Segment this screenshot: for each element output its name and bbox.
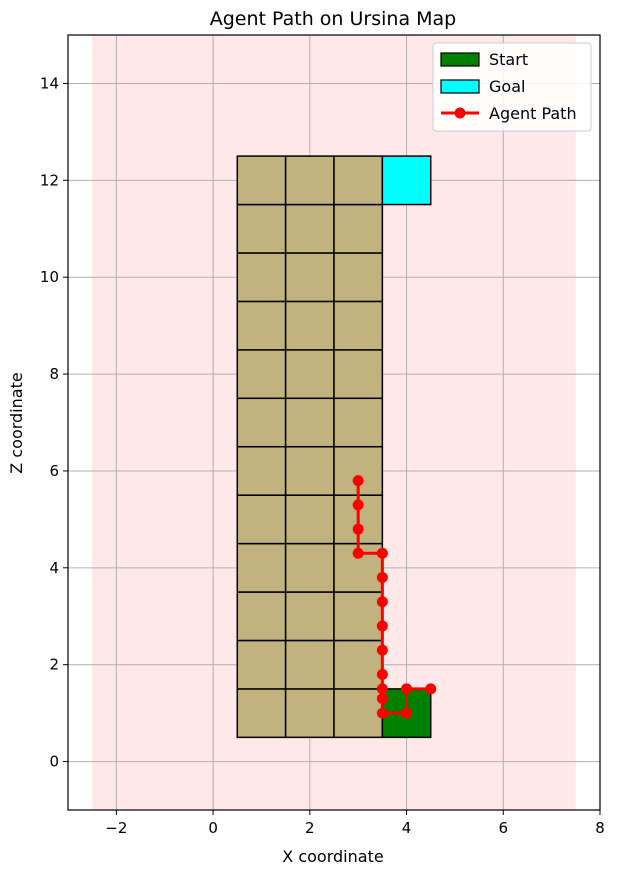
agent-path-point [376,693,388,705]
floor-tile [236,252,287,303]
y-tick-label: 4 [49,559,59,577]
agent-path-line [356,480,431,715]
floor-tile [333,203,384,254]
floor-tile [284,494,335,545]
x-tick-label: 6 [498,819,508,837]
legend-start-label: Start [489,50,528,69]
goal-tile [381,155,432,206]
floor-tile [236,591,287,642]
floor-tile [284,688,335,739]
floor-tile [284,300,335,351]
agent-path-point [376,683,388,695]
agent-path-point [376,547,388,559]
floor-tile [284,252,335,303]
floor-tile [236,688,287,739]
plot-frame [67,34,601,811]
x-axis-label: X coordinate [282,847,383,866]
x-tick-label: 4 [402,819,412,837]
floor-tile [284,203,335,254]
legend-start-swatch [440,52,480,67]
floor-tile [236,542,287,593]
floor-tile [236,639,287,690]
floor-tile [333,591,384,642]
floor-tile [236,155,287,206]
agent-path-point [376,572,388,583]
floor-tile [333,397,384,448]
plot-inner [68,35,600,810]
floor-tile [333,542,384,593]
agent-path-point [352,499,364,511]
y-tick-label: 14 [40,74,59,92]
floor-tile [333,639,384,690]
floor-tile [284,155,335,206]
legend-goal-swatch [440,79,480,94]
y-tick-label: 0 [49,753,59,771]
legend-path-label: Agent Path [489,104,577,123]
floor-tile [236,203,287,254]
x-tick-label: 2 [305,819,315,837]
legend: Start Goal Agent Path [432,42,592,132]
agent-path-point [401,707,413,719]
agent-path-point [352,523,364,535]
floor-tile [284,397,335,448]
floor-tile [236,300,287,351]
floor-tile [236,397,287,448]
chart-title: Agent Path on Ursina Map [210,8,456,30]
agent-path-point [376,668,388,680]
floor-tile [284,639,335,690]
floor-tile [236,445,287,496]
floor-tile [236,494,287,545]
floor-tile [333,300,384,351]
y-tick-label: 10 [40,268,59,286]
agent-path-point [376,620,388,632]
floor-tile [333,349,384,400]
floor-tile [333,688,384,739]
agent-path-point [401,683,413,695]
x-tick-label: 0 [208,819,218,837]
floor-tile [284,445,335,496]
agent-path-point [352,547,364,559]
floor-tile [236,349,287,400]
floor-tile [284,349,335,400]
floor-tile [284,542,335,593]
x-tick-label: 8 [595,819,605,837]
plot-area: −2 0 2 4 6 8 0 2 4 6 8 10 12 14 [40,34,605,837]
y-tick-label: 2 [49,656,59,674]
agent-path-point [425,683,437,695]
y-tick-label: 8 [49,365,59,383]
agent-path-point [376,596,388,608]
x-tick-label: −2 [105,819,127,837]
floor-tile [333,252,384,303]
floor-tile [284,591,335,642]
agent-path-point [376,707,388,719]
legend-goal-label: Goal [489,77,525,96]
y-axis-label: Z coordinate [7,372,26,473]
y-tick-label: 6 [49,462,59,480]
floor-tile [333,155,384,206]
y-tick-label: 12 [40,171,59,189]
agent-path-point [352,475,364,487]
legend-path-marker [454,107,466,119]
agent-path-point [376,644,388,656]
